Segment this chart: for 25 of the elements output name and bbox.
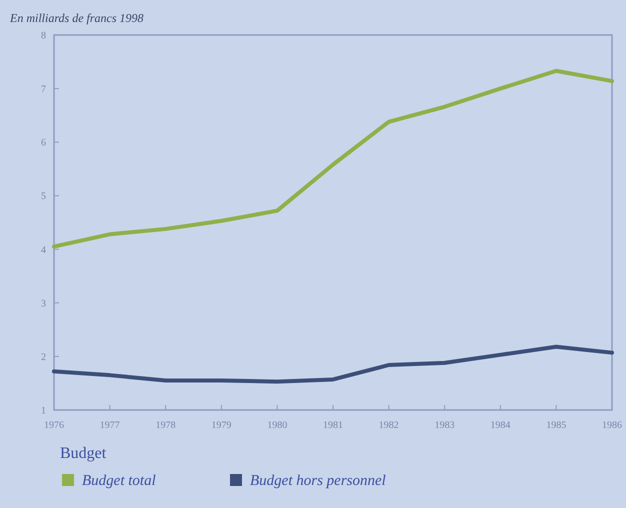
x-tick-label: 1980: [267, 420, 288, 431]
chart-title: En milliards de francs 1998: [9, 11, 144, 25]
x-tick-label: 1983: [434, 420, 455, 431]
legend-label: Budget total: [82, 473, 156, 489]
y-tick-label: 7: [41, 84, 46, 96]
y-tick-label: 5: [41, 191, 46, 202]
legend-label: Budget hors personnel: [250, 473, 386, 489]
line-series: [52, 68, 614, 249]
x-tick-label: 1979: [211, 420, 232, 431]
x-tick-label: 1986: [602, 420, 622, 431]
x-tick-label: 1981: [323, 420, 343, 431]
y-tick-label: 2: [41, 352, 46, 363]
y-tick-label: 8: [41, 30, 46, 42]
x-tick-label: 1982: [378, 420, 399, 431]
y-tick-label: 1: [41, 406, 46, 416]
x-tick-label: 1978: [156, 420, 176, 431]
y-tick-label: 4: [41, 244, 46, 256]
line-series: [52, 344, 614, 384]
legend-title: Budget: [60, 445, 107, 462]
y-tick-label: 6: [41, 138, 46, 149]
x-tick-label: 1985: [546, 420, 566, 431]
x-tick-label: 1984: [490, 420, 510, 431]
x-tick-label: 1977: [100, 420, 120, 431]
x-tick-label: 1976: [44, 420, 64, 431]
y-tick-label: 3: [41, 298, 46, 310]
